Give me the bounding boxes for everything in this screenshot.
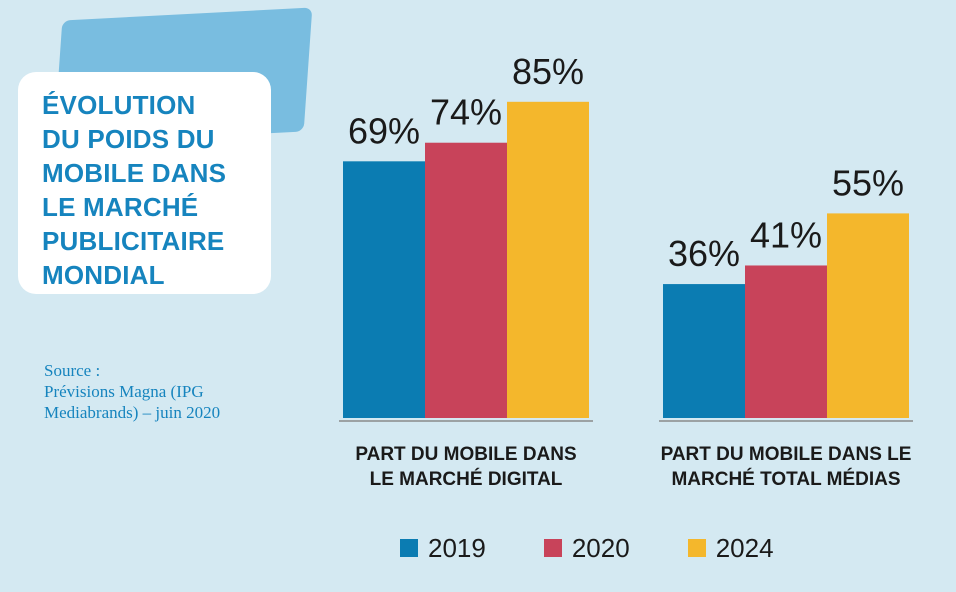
title-line: MONDIAL [42,260,165,290]
data-label: 74% [430,92,502,133]
legend-swatch-2020 [543,539,562,557]
title-card: ÉVOLUTION DU POIDS DU MOBILE DANS LE MAR… [18,72,271,294]
bar-2019 [343,161,425,418]
source-line: Source : [44,361,101,380]
bar-2019 [663,284,745,418]
data-label: 36% [668,233,740,274]
data-label: 55% [832,162,904,203]
legend-swatch-2019 [400,539,418,557]
title-line: PUBLICITAIRE [42,226,225,256]
legend-label-2024: 2024 [715,532,774,563]
legend-label-2019: 2019 [428,532,486,563]
category-label: MARCHÉ TOTAL MÉDIAS [671,468,900,490]
category-label: PART DU MOBILE DANS [355,444,576,465]
legend-swatch-2024 [687,539,706,557]
legend-item-2019: 2019 [400,533,486,564]
legend-item-2020: 2020 [543,532,630,564]
legend-label-2020: 2020 [571,532,630,563]
bar-2020 [425,142,507,418]
data-label: 85% [512,51,584,92]
bar-2024 [827,213,909,418]
chart-title: ÉVOLUTION DU POIDS DU MOBILE DANS LE MAR… [42,88,259,292]
data-label: 41% [750,214,822,255]
legend-item-2024: 2024 [687,532,774,564]
title-line: LE MARCHÉ [42,192,199,222]
category-label: PART DU MOBILE DANS LE [661,444,912,465]
data-label: 69% [348,110,420,151]
chart-legend: 2019 2020 2024 [400,530,774,566]
source-line: Mediabrands) – juin 2020 [44,403,221,422]
bar-2020 [745,265,827,418]
category-label: LE MARCHÉ DIGITAL [370,468,563,490]
title-line: DU POIDS DU [42,124,215,154]
title-line: MOBILE DANS [42,158,227,188]
title-line: ÉVOLUTION [42,90,196,120]
source-note: Source : Prévisions Magna (IPG Mediabran… [44,360,274,423]
bar-2024 [507,101,589,419]
source-line: Prévisions Magna (IPG [44,382,204,401]
